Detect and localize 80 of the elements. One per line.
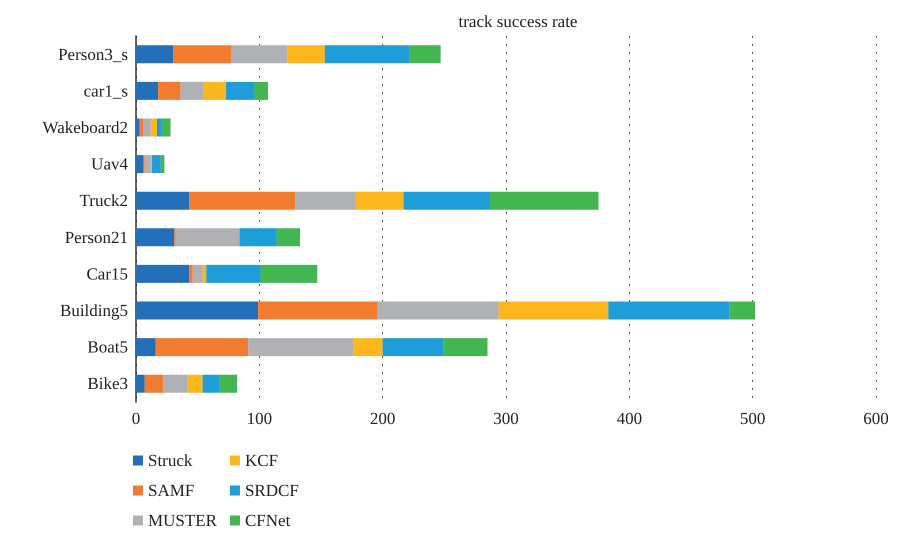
bar: [180, 82, 204, 100]
bar: [295, 192, 356, 210]
bar: [162, 118, 171, 136]
bar: [404, 192, 490, 210]
y-tick-label: Car15: [86, 264, 128, 284]
bar: [220, 374, 238, 393]
y-tick-label: car1_s: [84, 81, 128, 100]
bar: [729, 302, 756, 320]
chart-title: track success rate: [458, 12, 578, 31]
legend-label: SRDCF: [244, 481, 299, 500]
y-tick-label: Building5: [60, 301, 128, 320]
legend-label: CFNet: [244, 511, 291, 530]
bar: [136, 338, 156, 356]
bar: [240, 228, 277, 246]
bar: [204, 82, 226, 100]
y-tick-label: Truck2: [80, 191, 128, 210]
x-tick-label: 300: [493, 409, 519, 428]
bar: [202, 374, 220, 393]
bar: [158, 82, 180, 100]
bar: [144, 155, 151, 174]
bar: [152, 155, 161, 174]
bar: [156, 338, 248, 356]
legend-label: KCF: [244, 451, 278, 470]
bar: [140, 118, 144, 136]
bar: [136, 302, 258, 320]
bar: [276, 228, 300, 246]
bar: [143, 118, 151, 136]
bar: [206, 264, 261, 283]
bar: [136, 82, 158, 100]
x-tick-label: 500: [740, 409, 766, 428]
bar: [353, 338, 383, 356]
bar: [136, 118, 140, 136]
x-tick-label: 600: [863, 409, 889, 428]
bar: [192, 264, 203, 283]
x-tick-label: 0: [132, 409, 140, 428]
x-tick-label: 100: [246, 409, 272, 428]
y-tick-label: Bike3: [87, 374, 128, 394]
bar: [156, 118, 162, 136]
bar: [136, 192, 190, 210]
bar: [188, 374, 203, 393]
y-tick-label: Uav4: [91, 154, 128, 174]
bar: [288, 45, 325, 64]
x-tick-label: 200: [370, 409, 396, 428]
y-tick-label: Person21: [64, 228, 128, 247]
bar: [202, 264, 206, 283]
bar: [248, 338, 354, 356]
y-tick-label: Wakeboard2: [42, 118, 128, 137]
bar: [382, 338, 444, 356]
bar: [443, 338, 488, 356]
bar: [324, 45, 410, 64]
bar: [356, 192, 404, 210]
x-tick-label: 400: [616, 409, 642, 428]
bar: [175, 228, 240, 246]
bar: [136, 374, 145, 393]
bar: [136, 155, 144, 174]
bar: [173, 45, 231, 64]
bar: [144, 374, 164, 393]
bar: [608, 302, 730, 320]
y-tick-label: Person3_s: [58, 44, 128, 64]
bar: [136, 228, 174, 246]
bar: [189, 192, 296, 210]
bar: [490, 192, 598, 210]
bar: [136, 45, 173, 64]
bar: [189, 264, 193, 283]
legend-label: Struck: [148, 451, 193, 470]
legend-label: SAMF: [148, 481, 194, 500]
bar: [254, 82, 268, 100]
bar: [160, 155, 164, 174]
bar: [498, 302, 608, 320]
bar: [378, 302, 499, 320]
y-tick-label: Boat5: [87, 338, 128, 357]
bar: [136, 264, 190, 283]
legend-label: MUSTER: [148, 511, 218, 530]
bar: [258, 302, 378, 320]
bar: [230, 45, 288, 64]
bar: [163, 374, 188, 393]
bar: [226, 82, 254, 100]
bar: [260, 264, 318, 283]
bar: [150, 118, 157, 136]
bar: [410, 45, 441, 64]
